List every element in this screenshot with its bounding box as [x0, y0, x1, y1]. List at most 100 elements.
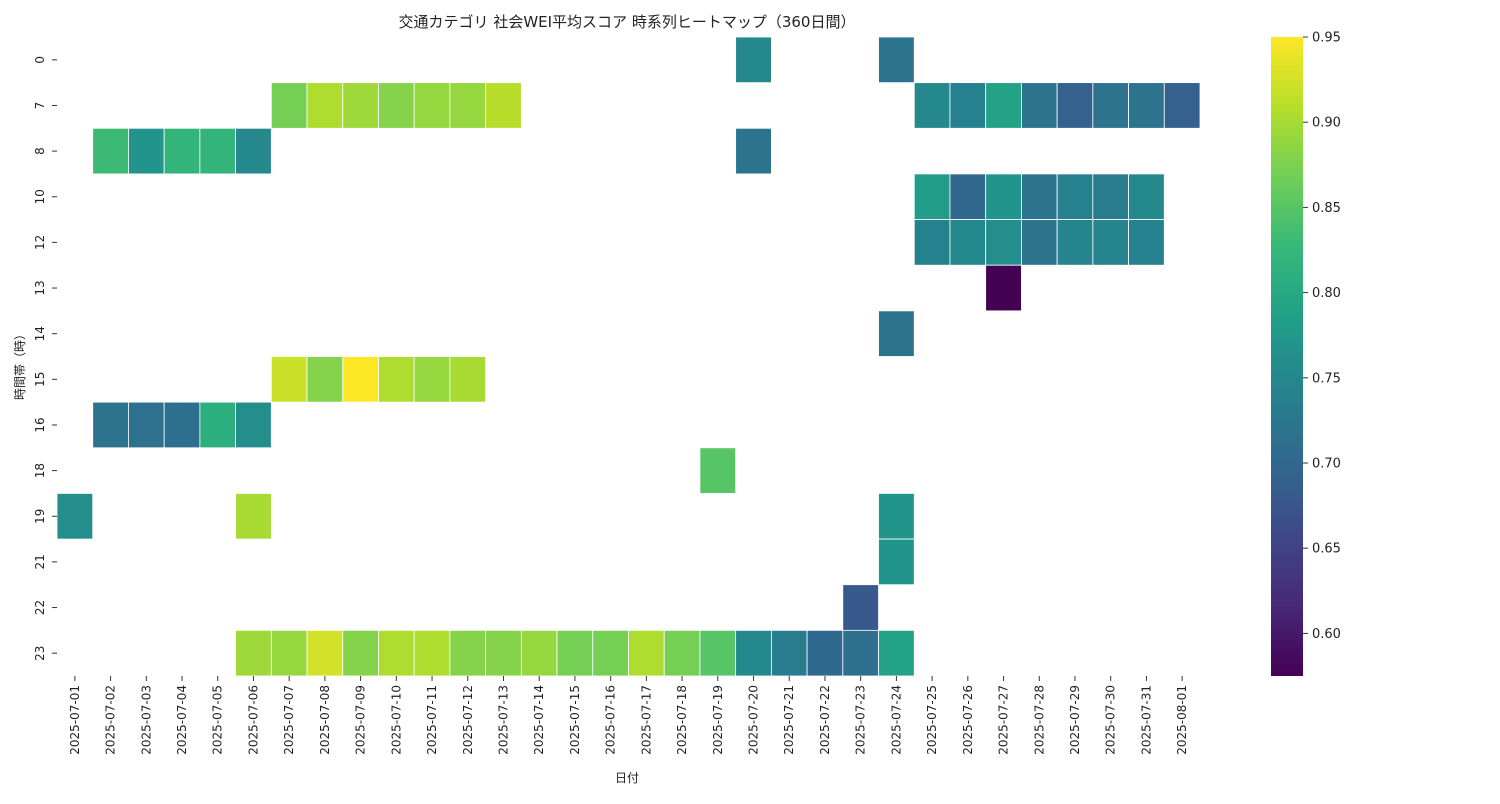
heatmap-cell — [1021, 173, 1058, 220]
heatmap-cell — [735, 36, 772, 84]
heatmap-cell — [342, 356, 379, 403]
heatmap-cell — [913, 82, 951, 129]
heatmap-cell — [913, 173, 951, 220]
y-tick-label: 0 — [33, 56, 47, 64]
heatmap-cell — [985, 82, 1022, 129]
heatmap-cell — [56, 493, 94, 540]
heatmap-cell — [92, 127, 129, 175]
x-tick-label: 2025-07-19 — [711, 685, 725, 755]
heatmap-cell — [592, 629, 629, 677]
x-tick-label: 2025-07-21 — [782, 685, 796, 755]
heatmap-cell — [92, 401, 129, 449]
heatmap-cell — [1021, 82, 1058, 129]
colorbar-gradient — [1271, 37, 1303, 676]
heatmap-cell — [199, 401, 237, 449]
x-tick-label: 2025-07-20 — [747, 685, 761, 755]
y-axis: 0 7 8 10 12 13 14 15 16 18 19 21 22 23 — [33, 56, 57, 661]
heatmap-cell — [449, 629, 487, 677]
heatmap-cell — [1092, 219, 1129, 266]
colorbar-tick-label: 0.60 — [1312, 627, 1341, 642]
heatmap-cell — [1128, 219, 1165, 266]
heatmap-cell — [628, 629, 665, 677]
x-tick-label: 2025-07-26 — [961, 685, 975, 755]
heatmap-cell — [985, 219, 1022, 266]
colorbar-tick-label: 0.65 — [1312, 542, 1341, 557]
heatmap-cell — [306, 356, 344, 403]
heatmap-cell — [378, 82, 415, 129]
heatmap-cell — [770, 629, 808, 677]
colorbar-tick-label: 0.75 — [1312, 371, 1341, 386]
heatmap-cell — [878, 36, 915, 84]
heatmap-cell — [878, 493, 915, 540]
heatmap-cell — [556, 629, 594, 677]
colorbar-tick-label: 0.95 — [1312, 31, 1341, 46]
heatmap-cell — [878, 538, 915, 586]
x-tick-label: 2025-07-12 — [461, 685, 475, 755]
heatmap-cell — [485, 82, 522, 129]
heatmap-cell — [235, 629, 272, 677]
heatmap-cell — [913, 219, 951, 266]
colorbar-tick-label: 0.90 — [1312, 116, 1341, 131]
y-tick-label: 23 — [33, 646, 47, 661]
x-tick-label: 2025-07-07 — [282, 685, 296, 755]
x-tick-label: 2025-07-09 — [354, 685, 368, 755]
heatmap-cell — [342, 82, 379, 129]
heatmap-cell — [306, 629, 344, 677]
colorbar: 0.60 0.65 0.70 0.75 0.80 0.85 0.90 0.95 — [1271, 31, 1341, 676]
heatmap-cell — [1056, 82, 1094, 129]
heatmap-cells — [56, 36, 1201, 677]
x-tick-label: 2025-07-29 — [1068, 685, 1082, 755]
heatmap-cell — [235, 401, 272, 449]
heatmap-cell — [806, 629, 844, 677]
y-tick-label: 19 — [33, 509, 47, 524]
x-tick-label: 2025-08-01 — [1175, 685, 1189, 755]
x-axis-label: 日付 — [615, 771, 639, 785]
heatmap-cell — [1092, 82, 1129, 129]
x-tick-label: 2025-07-17 — [639, 685, 653, 755]
x-tick-label: 2025-07-14 — [532, 685, 546, 755]
heatmap-cell — [985, 173, 1022, 220]
x-tick-label: 2025-07-25 — [925, 685, 939, 755]
heatmap-cell — [449, 356, 487, 403]
y-axis-label: 時間帯（時） — [13, 328, 27, 400]
heatmap-cell — [270, 82, 308, 129]
heatmap-cell — [199, 127, 237, 175]
heatmap-cell — [949, 219, 987, 266]
x-tick-label: 2025-07-30 — [1104, 685, 1118, 755]
heatmap-cell — [949, 173, 987, 220]
heatmap-cell — [270, 629, 308, 677]
heatmap-cell — [413, 356, 451, 403]
colorbar-tick-label: 0.70 — [1312, 457, 1341, 472]
x-tick-label: 2025-07-31 — [1139, 685, 1153, 755]
heatmap-cell — [949, 82, 987, 129]
colorbar-tick-label: 0.85 — [1312, 201, 1341, 216]
x-tick-label: 2025-07-10 — [389, 685, 403, 755]
heatmap-cell — [1092, 173, 1129, 220]
heatmap-cell — [1128, 173, 1165, 220]
y-tick-label: 12 — [33, 235, 47, 250]
heatmap-cell — [163, 401, 201, 449]
x-tick-label: 2025-07-06 — [247, 685, 261, 755]
heatmap-cell — [270, 356, 308, 403]
x-tick-label: 2025-07-03 — [139, 685, 153, 755]
heatmap-cell — [485, 629, 522, 677]
heatmap-cell — [235, 127, 272, 175]
heatmap-cell — [1056, 173, 1094, 220]
x-tick-label: 2025-07-02 — [104, 685, 118, 755]
heatmap-cell — [449, 82, 487, 129]
heatmap-cell — [413, 82, 451, 129]
y-tick-label: 18 — [33, 463, 47, 478]
y-tick-label: 22 — [33, 600, 47, 615]
heatmap-cell — [378, 356, 415, 403]
heatmap-cell — [128, 127, 165, 175]
y-tick-label: 14 — [33, 326, 47, 341]
heatmap-cell — [163, 127, 201, 175]
x-tick-label: 2025-07-01 — [68, 685, 82, 755]
heatmap-cell — [342, 629, 379, 677]
heatmap-cell — [735, 127, 772, 175]
x-tick-label: 2025-07-24 — [889, 685, 903, 755]
x-tick-label: 2025-07-28 — [1032, 685, 1046, 755]
heatmap-cell — [663, 629, 701, 677]
heatmap-cell — [1128, 82, 1165, 129]
